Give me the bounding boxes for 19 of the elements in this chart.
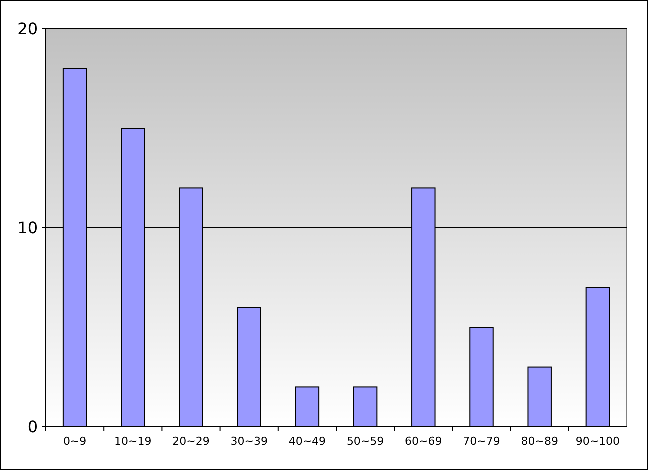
- x-tick-label: 60~69: [405, 435, 442, 448]
- bar: [528, 366, 552, 428]
- x-tick-label: 80~89: [521, 435, 558, 448]
- bar: [237, 307, 262, 428]
- x-tick-label: 50~59: [346, 435, 384, 448]
- x-tick-label: 20~29: [172, 435, 210, 448]
- bar: [586, 287, 610, 428]
- x-tick-label: 10~19: [114, 435, 152, 448]
- x-tick-label: 90~100: [576, 435, 620, 448]
- bar: [470, 327, 494, 428]
- y-tick-label: 20: [18, 20, 38, 39]
- x-tick-label: 40~49: [288, 435, 326, 448]
- y-tick-label: 0: [28, 418, 38, 437]
- x-tick-label: 30~39: [230, 435, 268, 448]
- y-tick-label: 10: [18, 218, 38, 238]
- x-tick-label: 70~79: [463, 435, 500, 448]
- bar: [353, 386, 378, 428]
- x-tick-label: 0~9: [63, 435, 87, 448]
- bar: [295, 386, 320, 428]
